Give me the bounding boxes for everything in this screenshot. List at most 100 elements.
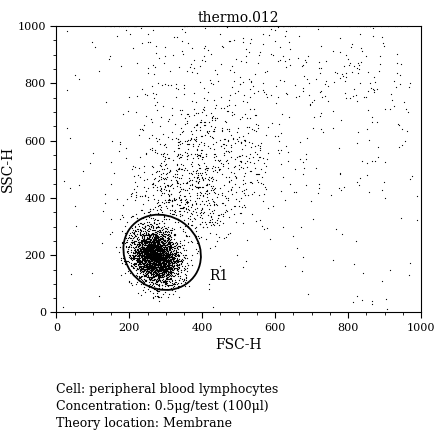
Point [143,248,150,255]
Point [160,229,167,236]
Point [147,261,154,268]
Point [171,253,178,260]
Point [158,170,164,177]
Point [186,178,193,184]
Point [180,127,187,134]
Point [151,269,158,276]
Point [141,261,148,268]
Point [122,260,128,267]
Point [125,278,132,285]
Point [147,248,154,255]
Point [160,259,167,266]
Point [159,245,166,252]
Point [133,211,140,218]
Point [154,253,161,260]
Point [162,253,169,260]
Point [145,243,152,250]
Point [164,263,171,270]
Point [142,225,149,232]
Point [154,253,161,260]
Point [156,265,163,272]
Point [147,270,154,276]
Point [172,276,179,283]
Point [142,248,149,255]
Point [143,263,150,270]
Point [148,251,155,258]
Point [119,212,126,219]
Point [162,156,169,163]
Point [139,257,146,264]
Point [134,240,141,247]
Point [148,250,155,257]
Point [139,247,146,253]
Point [172,259,179,266]
Point [164,265,171,272]
Point [146,252,153,259]
Point [142,238,149,245]
Point [153,265,160,272]
Point [133,249,140,256]
Point [218,189,225,196]
Point [169,246,176,253]
Point [407,80,414,87]
Point [151,247,158,253]
Point [222,202,229,209]
Point [144,250,151,257]
Point [133,253,140,260]
Point [168,270,175,276]
Point [150,261,157,268]
Point [174,270,181,277]
Point [161,251,168,258]
Point [224,160,231,167]
Point [137,272,144,279]
Point [146,268,153,275]
Point [302,155,309,162]
Point [155,256,162,263]
Point [153,266,160,273]
Point [134,250,141,257]
Point [138,232,145,239]
Point [141,259,148,266]
Point [151,230,158,237]
Point [156,235,163,242]
Point [150,267,157,274]
Point [177,224,184,230]
Point [150,263,157,270]
Point [174,266,181,273]
Point [155,274,162,281]
Point [146,242,153,249]
Point [122,240,129,247]
Point [371,88,378,95]
Point [158,251,165,258]
Point [388,97,395,104]
Point [182,272,189,279]
Point [182,193,189,200]
Point [159,251,166,258]
Point [161,260,168,267]
Point [144,230,151,237]
Point [126,254,133,261]
Point [148,234,155,241]
Point [151,249,158,256]
Point [140,250,147,257]
Point [168,275,174,282]
Point [136,238,143,245]
Point [161,271,168,278]
Point [145,247,152,253]
Point [270,52,277,59]
Point [145,250,152,257]
Point [345,56,352,62]
Point [255,171,262,178]
Point [157,264,164,271]
Point [144,219,151,226]
Point [135,257,142,264]
Point [154,224,161,231]
Point [210,222,217,229]
Point [155,268,162,275]
Point [203,181,210,188]
Point [164,270,171,277]
Point [147,252,154,259]
Point [183,119,190,126]
Point [158,198,165,205]
Point [227,169,234,176]
